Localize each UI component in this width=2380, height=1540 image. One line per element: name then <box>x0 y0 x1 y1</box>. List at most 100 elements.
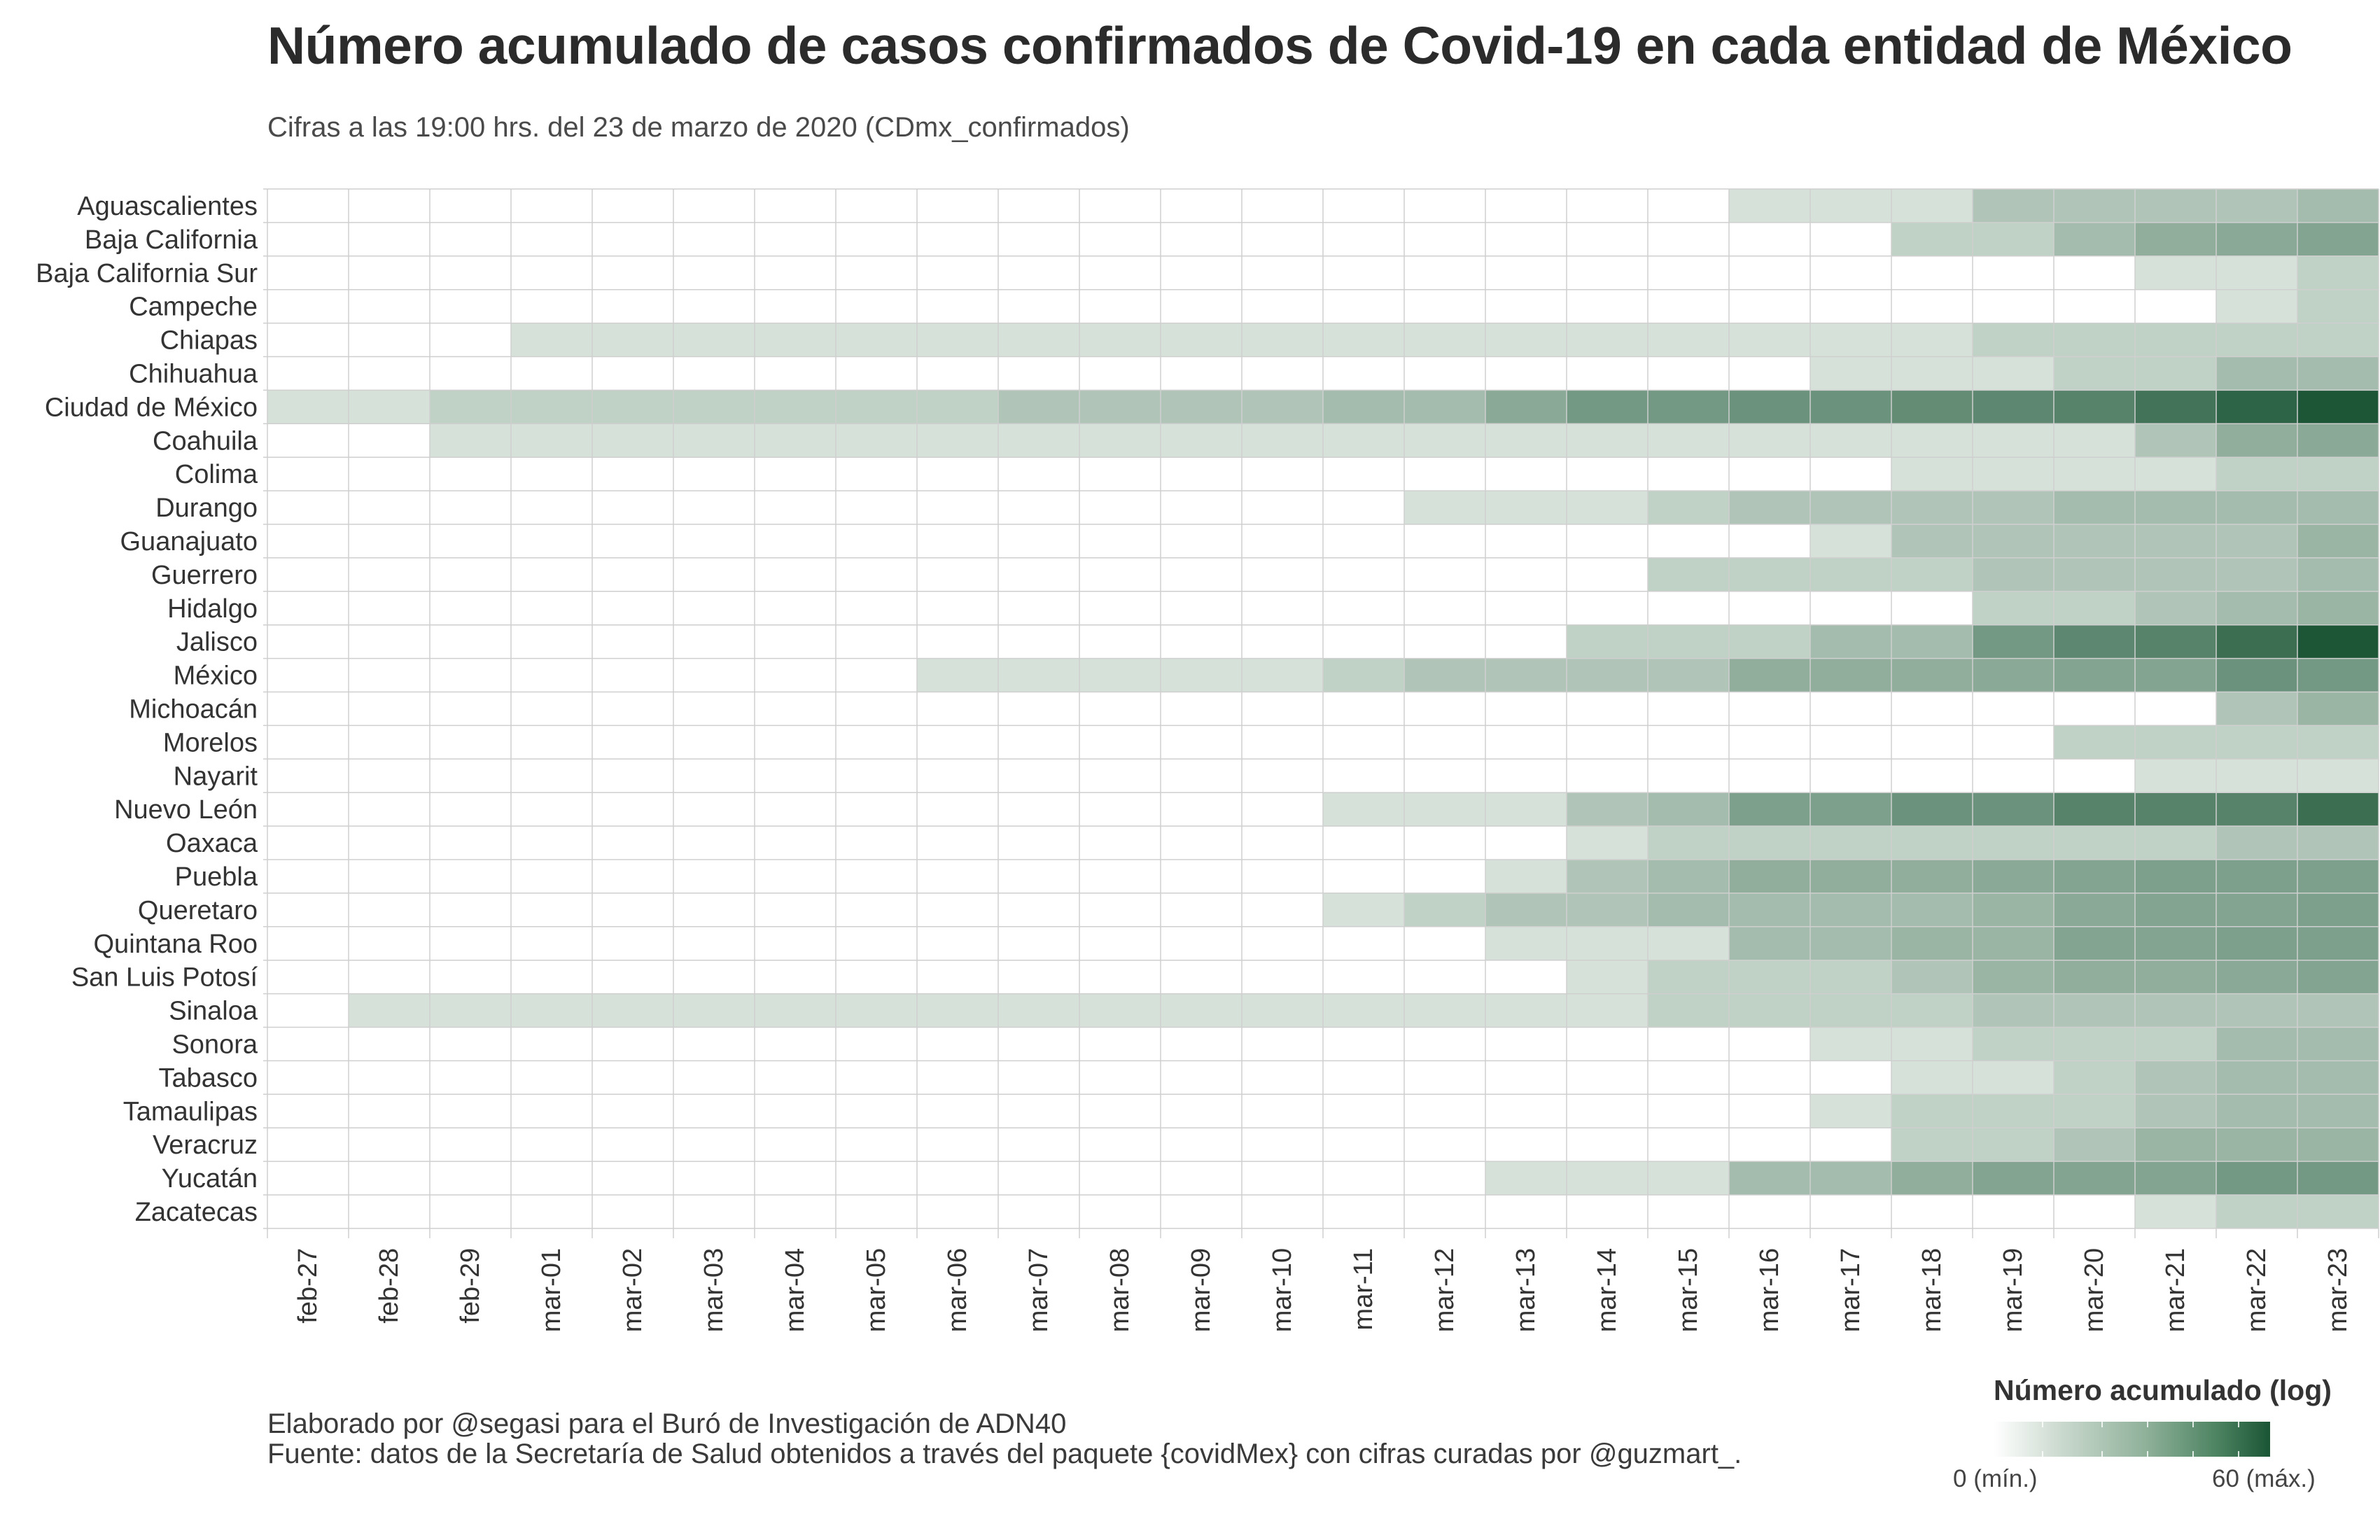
heatmap-cell <box>1485 457 1567 491</box>
heatmap-cell <box>511 993 592 1028</box>
heatmap-cell <box>511 624 592 659</box>
heatmap-cell <box>511 759 592 793</box>
heatmap-cell <box>1079 222 1161 256</box>
heatmap-cell <box>1891 189 1973 223</box>
heatmap-cell <box>755 1195 836 1228</box>
heatmap-cell <box>2135 1060 2216 1095</box>
heatmap-cell <box>2297 524 2379 558</box>
heatmap-cell <box>673 725 755 760</box>
heatmap-cell <box>1648 424 1729 458</box>
heatmap-cell <box>430 255 511 290</box>
heatmap-cell <box>1323 222 1404 256</box>
heatmap-cell <box>1404 792 1485 827</box>
heatmap-cell <box>2297 624 2379 659</box>
heatmap-cell <box>2297 692 2379 726</box>
heatmap-cell <box>917 860 998 893</box>
heatmap-cell <box>1161 591 1242 625</box>
heatmap-cell <box>267 524 349 558</box>
heatmap-cell <box>1567 759 1648 793</box>
heatmap-cell <box>1323 658 1404 692</box>
heatmap-cell <box>430 725 511 760</box>
y-tick-label: Queretaro <box>138 896 258 925</box>
heatmap-cell <box>998 189 1079 223</box>
heatmap-cell <box>2216 591 2297 625</box>
heatmap-cell <box>1485 222 1567 256</box>
heatmap-cell <box>1810 424 1891 458</box>
heatmap-cell <box>349 892 430 927</box>
heatmap-cell <box>1891 759 1973 793</box>
heatmap-cell <box>2054 557 2135 592</box>
heatmap-cell <box>592 1161 673 1195</box>
heatmap-cell <box>755 255 836 290</box>
heatmap-cell <box>673 993 755 1028</box>
y-tick-label: San Luis Potosí <box>71 963 258 993</box>
heatmap-cell <box>349 189 430 223</box>
heatmap-cell <box>673 658 755 692</box>
heatmap-cell <box>1242 860 1323 893</box>
heatmap-cell <box>836 658 917 692</box>
heatmap-cell <box>1242 524 1323 558</box>
heatmap-cell <box>1079 390 1161 424</box>
heatmap-cell <box>592 390 673 424</box>
heatmap-cell <box>755 524 836 558</box>
heatmap-cell <box>1079 289 1161 323</box>
heatmap-cell <box>349 557 430 592</box>
heatmap-cell <box>592 759 673 793</box>
heatmap-cell <box>1161 926 1242 960</box>
heatmap-cell <box>267 993 349 1028</box>
heatmap-cell <box>836 1027 917 1061</box>
heatmap-cell <box>1404 491 1485 524</box>
heatmap-cell <box>511 457 592 491</box>
heatmap-cell <box>267 424 349 458</box>
heatmap-cell <box>2054 1060 2135 1095</box>
heatmap-cell <box>755 792 836 827</box>
heatmap-cell <box>267 1060 349 1095</box>
heatmap-cell <box>1242 1027 1323 1061</box>
heatmap-cell <box>673 524 755 558</box>
x-tick-label: mar-12 <box>1430 1248 1460 1332</box>
heatmap-cell <box>1404 926 1485 960</box>
heatmap-cell <box>755 624 836 659</box>
heatmap-cell <box>2216 1161 2297 1195</box>
heatmap-cell <box>430 1060 511 1095</box>
heatmap-cell <box>1404 524 1485 558</box>
heatmap-cell <box>1891 892 1973 927</box>
heatmap-cell <box>1891 255 1973 290</box>
heatmap-cell <box>1648 1128 1729 1162</box>
heatmap-cell <box>1323 491 1404 524</box>
heatmap-cell <box>1729 557 1810 592</box>
heatmap-cell <box>2135 323 2216 357</box>
heatmap-cell <box>2216 692 2297 726</box>
heatmap-cell <box>2054 1094 2135 1128</box>
heatmap-cell <box>592 591 673 625</box>
heatmap-cell <box>511 591 592 625</box>
heatmap-cell <box>2216 524 2297 558</box>
heatmap-cell <box>2216 289 2297 323</box>
y-tick-label: Chiapas <box>160 326 258 356</box>
heatmap-cell <box>430 692 511 726</box>
heatmap-cell <box>1323 189 1404 223</box>
heatmap-cell <box>430 424 511 458</box>
y-tick-label: Chihuahua <box>129 359 258 388</box>
heatmap-cell <box>1891 1027 1973 1061</box>
heatmap-cell <box>349 725 430 760</box>
heatmap-cell <box>1161 289 1242 323</box>
heatmap-cell <box>1648 289 1729 323</box>
heatmap-cell <box>511 524 592 558</box>
heatmap-cell <box>1161 759 1242 793</box>
heatmap-cell <box>1973 356 2054 391</box>
heatmap-cell <box>1242 591 1323 625</box>
heatmap-cell <box>1079 255 1161 290</box>
heatmap-cell <box>836 1128 917 1162</box>
heatmap-cell <box>511 1195 592 1228</box>
heatmap-cell <box>755 557 836 592</box>
heatmap-cell <box>1810 255 1891 290</box>
heatmap-cell <box>1729 1161 1810 1195</box>
heatmap-cell <box>430 289 511 323</box>
heatmap-cell <box>2216 491 2297 524</box>
heatmap-cell <box>1404 390 1485 424</box>
heatmap-cell <box>349 692 430 726</box>
heatmap-cells <box>267 189 2379 1228</box>
heatmap-cell <box>2297 1195 2379 1228</box>
heatmap-cell <box>1485 692 1567 726</box>
